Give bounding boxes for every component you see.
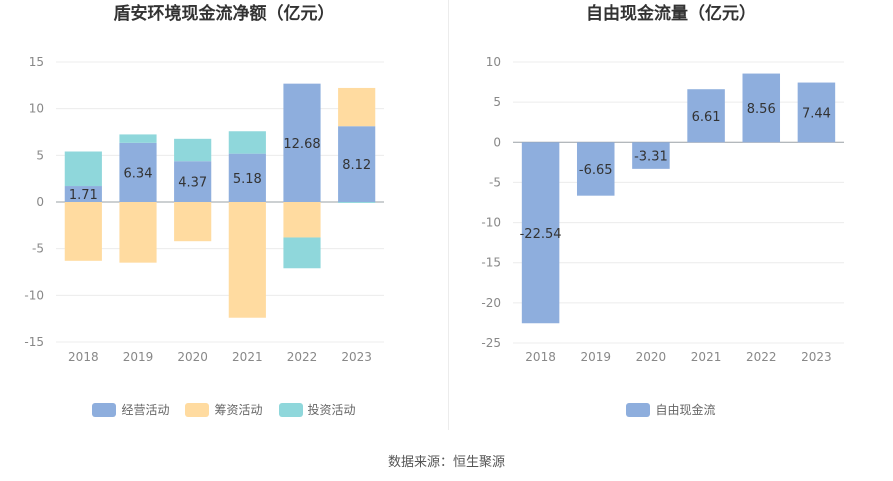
- bar-value-label: 1.71: [69, 188, 98, 203]
- bar-value-label: 5.18: [233, 172, 262, 187]
- bar-自由现金流: [687, 89, 725, 143]
- legend-label: 筹资活动: [214, 403, 263, 417]
- legend-item[interactable]: 筹资活动: [185, 401, 263, 418]
- cash-flow-chart: 15 10 5 0 -5 -10 -15 2018 2019 2020 2021 2022 2023 1.…: [24, 55, 384, 364]
- legend-item[interactable]: 自由现金流: [626, 401, 716, 418]
- bar-value-label: -22.54: [520, 227, 562, 242]
- x-tick-label: 2019: [580, 350, 611, 364]
- y-tick-label: -10: [24, 288, 44, 302]
- x-tick-label: 2023: [341, 350, 372, 364]
- legend-label: 经营活动: [121, 403, 170, 417]
- x-tick-label: 2020: [177, 350, 208, 364]
- bar-筹资活动: [64, 202, 102, 261]
- bar-筹资活动: [338, 87, 376, 127]
- bar-自由现金流: [797, 82, 836, 143]
- legend-item[interactable]: 经营活动: [92, 401, 169, 418]
- bar-筹资活动: [174, 202, 212, 242]
- bar-value-label: 6.61: [692, 110, 721, 125]
- cash-flow-legend: 经营活动 筹资活动 投资活动: [0, 401, 448, 418]
- free-cash-flow-legend: 自由现金流: [449, 401, 893, 418]
- free-cash-flow-chart-title: 自由现金流量（亿元）: [586, 4, 756, 24]
- legend-swatch: [626, 402, 651, 417]
- y-tick-label: 5: [493, 95, 501, 109]
- y-tick-label: -5: [32, 242, 44, 256]
- x-tick-label: 2022: [746, 350, 777, 364]
- bar-筹资活动: [283, 202, 321, 238]
- bar-自由现金流: [576, 142, 615, 196]
- x-tick-label: 2018: [525, 350, 556, 364]
- y-tick-label: -20: [481, 296, 501, 310]
- x-tick-label: 2021: [232, 350, 263, 364]
- bar-经营活动: [228, 153, 266, 202]
- legend-swatch: [185, 402, 210, 417]
- legend-label: 投资活动: [307, 403, 356, 417]
- y-tick-label: -25: [481, 336, 501, 350]
- x-tick-label: 2019: [123, 350, 154, 364]
- y-tick-label: 10: [486, 55, 501, 69]
- bar-筹资活动: [119, 202, 157, 263]
- bar-自由现金流: [742, 73, 781, 143]
- x-tick-label: 2021: [691, 350, 722, 364]
- bar-筹资活动: [228, 202, 266, 318]
- y-tick-label: 0: [36, 195, 44, 209]
- cash-flow-chart-panel: 盾安环境现金流净额（亿元） 15 10 5 0 -5 -10 -15 2018 2019 2020…: [0, 0, 448, 430]
- bar-value-label: 12.68: [283, 137, 320, 152]
- bar-经营活动: [283, 83, 321, 202]
- y-tick-label: -5: [489, 175, 501, 189]
- panel-divider: [448, 0, 449, 430]
- y-tick-label: 15: [29, 55, 44, 69]
- cash-flow-chart-title: 盾安环境现金流净额（亿元）: [113, 4, 335, 24]
- data-source-note: 数据来源：恒生聚源: [387, 455, 505, 470]
- bar-value-label: 8.56: [747, 102, 776, 117]
- bar-value-label: 4.37: [178, 176, 207, 191]
- bar-经营活动: [174, 161, 212, 202]
- legend-swatch: [278, 402, 303, 417]
- bar-value-label: 7.44: [802, 106, 831, 121]
- x-tick-label: 2023: [801, 350, 832, 364]
- y-tick-label: -10: [481, 216, 501, 230]
- bar-经营活动: [119, 142, 157, 202]
- bar-投资活动: [338, 202, 376, 203]
- free-cash-flow-chart-panel: 自由现金流量（亿元） 10 5 0 -5 -10 -15 -20 -25 2018 2019 202…: [449, 0, 893, 430]
- x-tick-label: 2018: [68, 350, 99, 364]
- x-tick-label: 2022: [287, 350, 318, 364]
- y-tick-label: -15: [481, 256, 501, 270]
- bar-经营活动: [64, 186, 102, 202]
- legend-item[interactable]: 投资活动: [278, 401, 356, 418]
- bar-value-label: -6.65: [579, 163, 613, 178]
- bar-自由现金流: [632, 142, 670, 169]
- y-tick-label: 10: [29, 102, 44, 116]
- bar-投资活动: [174, 138, 212, 162]
- bar-自由现金流: [521, 142, 560, 324]
- x-tick-label: 2020: [636, 350, 667, 364]
- legend-label: 自由现金流: [655, 403, 716, 417]
- bar-投资活动: [283, 237, 321, 269]
- free-cash-flow-chart: 10 5 0 -5 -10 -15 -20 -25 2018 2019 2020 2021 2022 20…: [481, 55, 844, 364]
- bar-value-label: -3.31: [634, 150, 668, 165]
- legend-swatch: [92, 402, 117, 417]
- y-tick-label: 0: [493, 135, 501, 149]
- bar-value-label: 8.12: [342, 158, 371, 173]
- bar-value-label: 6.34: [124, 166, 153, 181]
- bar-投资活动: [64, 151, 102, 187]
- bar-投资活动: [119, 134, 157, 143]
- y-tick-label: 5: [36, 148, 44, 162]
- bar-经营活动: [338, 126, 376, 202]
- y-tick-label: -15: [24, 335, 44, 349]
- bar-投资活动: [228, 131, 266, 154]
